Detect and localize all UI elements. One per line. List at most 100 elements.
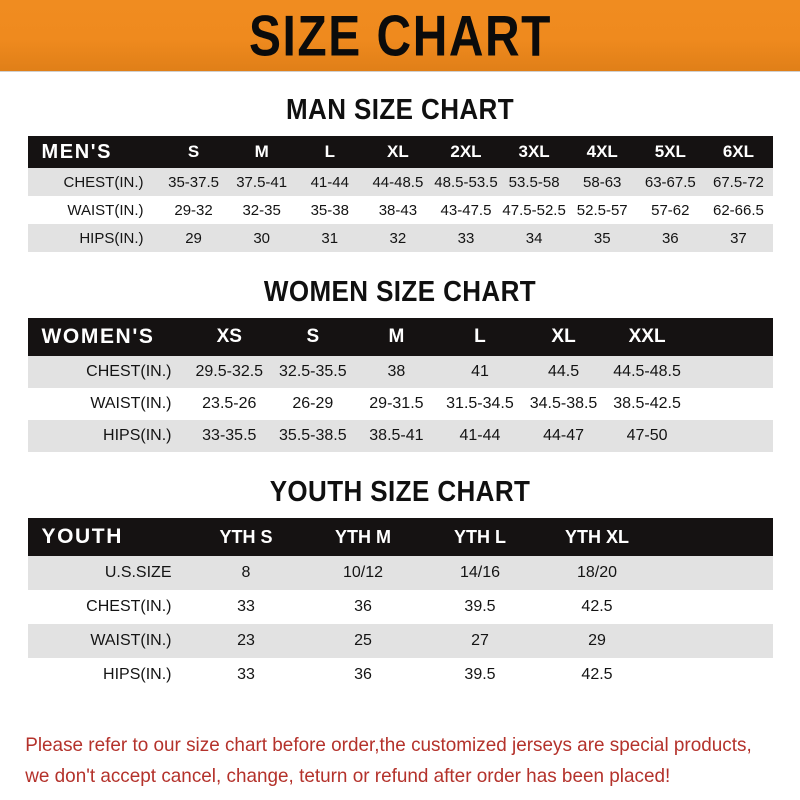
men-waist-xl: 38-43 — [363, 196, 432, 224]
youth-col-header-empty — [655, 518, 773, 556]
women-chest-xl: 44.5 — [521, 356, 606, 388]
men-waist-4xl: 52.5-57 — [568, 196, 637, 224]
page-banner: SIZE CHART — [0, 0, 800, 72]
women-col-header-m: M — [354, 318, 439, 356]
women-waist-s: 26-29 — [271, 388, 355, 420]
men-waist-m: 32-35 — [227, 196, 296, 224]
men-row-label-waist: WAIST(IN.) — [27, 196, 160, 224]
youth-ussize-m: 10/12 — [304, 556, 422, 590]
women-col-header-l: L — [438, 318, 522, 356]
women-row-label-chest: CHEST(IN.) — [27, 356, 188, 388]
youth-hips-empty — [655, 658, 773, 692]
women-section-title: WOMEN SIZE CHART — [263, 274, 537, 308]
youth-chest-m: 36 — [304, 590, 422, 624]
youth-waist-l: 27 — [421, 624, 539, 658]
table-row: CHEST(IN.) 35-37.5 37.5-41 41-44 44-48.5… — [27, 168, 773, 196]
women-col-header-empty — [688, 318, 773, 356]
women-row-label-hips: HIPS(IN.) — [27, 420, 188, 452]
men-hips-s: 29 — [159, 224, 228, 252]
men-col-header-l: L — [295, 136, 364, 168]
men-col-header-5xl: 5XL — [636, 136, 705, 168]
men-col-header-4xl: 4XL — [568, 136, 637, 168]
youth-chest-l: 39.5 — [421, 590, 539, 624]
men-hips-l: 31 — [295, 224, 364, 252]
men-col-header-m: M — [227, 136, 296, 168]
men-col-header-3xl: 3XL — [500, 136, 569, 168]
youth-chest-xl: 42.5 — [538, 590, 656, 624]
women-waist-xs: 23.5-26 — [187, 388, 272, 420]
men-chest-l: 41-44 — [295, 168, 364, 196]
women-hips-xxl: 47-50 — [605, 420, 689, 452]
men-chest-3xl: 53.5-58 — [500, 168, 569, 196]
men-waist-5xl: 57-62 — [636, 196, 705, 224]
men-waist-3xl: 47.5-52.5 — [500, 196, 569, 224]
youth-waist-empty — [655, 624, 773, 658]
youth-size-table: YOUTH YTH S YTH M YTH L YTH XL U.S.SIZE … — [27, 518, 773, 692]
table-row: HIPS(IN.) 29 30 31 32 33 34 35 36 37 — [27, 224, 773, 252]
men-row-label-chest: CHEST(IN.) — [27, 168, 160, 196]
men-corner-label: MEN'S — [27, 136, 160, 168]
youth-row-label-chest: CHEST(IN.) — [27, 590, 188, 624]
youth-chest-s: 33 — [187, 590, 305, 624]
men-hips-5xl: 36 — [636, 224, 705, 252]
women-waist-empty — [688, 388, 773, 420]
men-chest-xl: 44-48.5 — [363, 168, 432, 196]
table-row: HIPS(IN.) 33 36 39.5 42.5 — [27, 658, 773, 692]
youth-waist-s: 23 — [187, 624, 305, 658]
men-hips-xl: 32 — [363, 224, 432, 252]
youth-ussize-l: 14/16 — [421, 556, 539, 590]
youth-row-label-waist: WAIST(IN.) — [27, 624, 188, 658]
men-waist-l: 35-38 — [295, 196, 364, 224]
table-row: CHEST(IN.) 33 36 39.5 42.5 — [27, 590, 773, 624]
youth-row-label-hips: HIPS(IN.) — [27, 658, 188, 692]
men-waist-2xl: 43-47.5 — [431, 196, 501, 224]
youth-hips-xl: 42.5 — [538, 658, 656, 692]
men-chest-2xl: 48.5-53.5 — [431, 168, 501, 196]
women-waist-m: 29-31.5 — [354, 388, 439, 420]
youth-ussize-s: 8 — [187, 556, 305, 590]
women-chest-m: 38 — [354, 356, 439, 388]
women-chest-xs: 29.5-32.5 — [187, 356, 272, 388]
men-waist-s: 29-32 — [159, 196, 228, 224]
women-hips-empty — [688, 420, 773, 452]
women-corner-label: WOMEN'S — [27, 318, 188, 356]
men-col-header-xl: XL — [363, 136, 432, 168]
youth-hips-m: 36 — [304, 658, 422, 692]
youth-waist-m: 25 — [304, 624, 422, 658]
youth-col-header-l: YTH L — [421, 518, 539, 556]
youth-ussize-empty — [655, 556, 773, 590]
youth-hips-s: 33 — [187, 658, 305, 692]
women-table-header-row: WOMEN'S XS S M L XL XXL — [27, 318, 773, 356]
men-chest-5xl: 63-67.5 — [636, 168, 705, 196]
women-chest-l: 41 — [438, 356, 522, 388]
order-policy-note-line-2: we don't accept cancel, change, teturn o… — [25, 765, 671, 787]
women-hips-xs: 33-35.5 — [187, 420, 272, 452]
men-col-header-2xl: 2XL — [431, 136, 501, 168]
men-hips-6xl: 37 — [704, 224, 773, 252]
youth-col-header-s: YTH S — [187, 518, 305, 556]
women-col-header-xl: XL — [521, 318, 606, 356]
women-row-label-waist: WAIST(IN.) — [27, 388, 188, 420]
youth-col-header-m: YTH M — [304, 518, 422, 556]
women-chest-xxl: 44.5-48.5 — [605, 356, 689, 388]
men-table-header-row: MEN'S S M L XL 2XL 3XL 4XL 5XL 6XL — [27, 136, 773, 168]
men-chest-4xl: 58-63 — [568, 168, 637, 196]
order-policy-note-line-1: Please refer to our size chart before or… — [25, 734, 752, 756]
men-col-header-s: S — [159, 136, 228, 168]
youth-row-label-ussize: U.S.SIZE — [27, 556, 188, 590]
men-chest-s: 35-37.5 — [159, 168, 228, 196]
youth-waist-xl: 29 — [538, 624, 656, 658]
women-waist-l: 31.5-34.5 — [438, 388, 522, 420]
women-col-header-s: S — [271, 318, 355, 356]
page-title: SIZE CHART — [248, 3, 552, 68]
table-row: HIPS(IN.) 33-35.5 35.5-38.5 38.5-41 41-4… — [27, 420, 773, 452]
men-waist-6xl: 62-66.5 — [704, 196, 773, 224]
youth-chest-empty — [655, 590, 773, 624]
order-policy-note: Please refer to our size chart before or… — [0, 730, 776, 792]
women-size-table: WOMEN'S XS S M L XL XXL CHEST(IN.) 29.5-… — [27, 318, 773, 452]
women-hips-xl: 44-47 — [521, 420, 606, 452]
women-hips-m: 38.5-41 — [354, 420, 439, 452]
women-col-header-xs: XS — [187, 318, 272, 356]
youth-table-header-row: YOUTH YTH S YTH M YTH L YTH XL — [27, 518, 773, 556]
